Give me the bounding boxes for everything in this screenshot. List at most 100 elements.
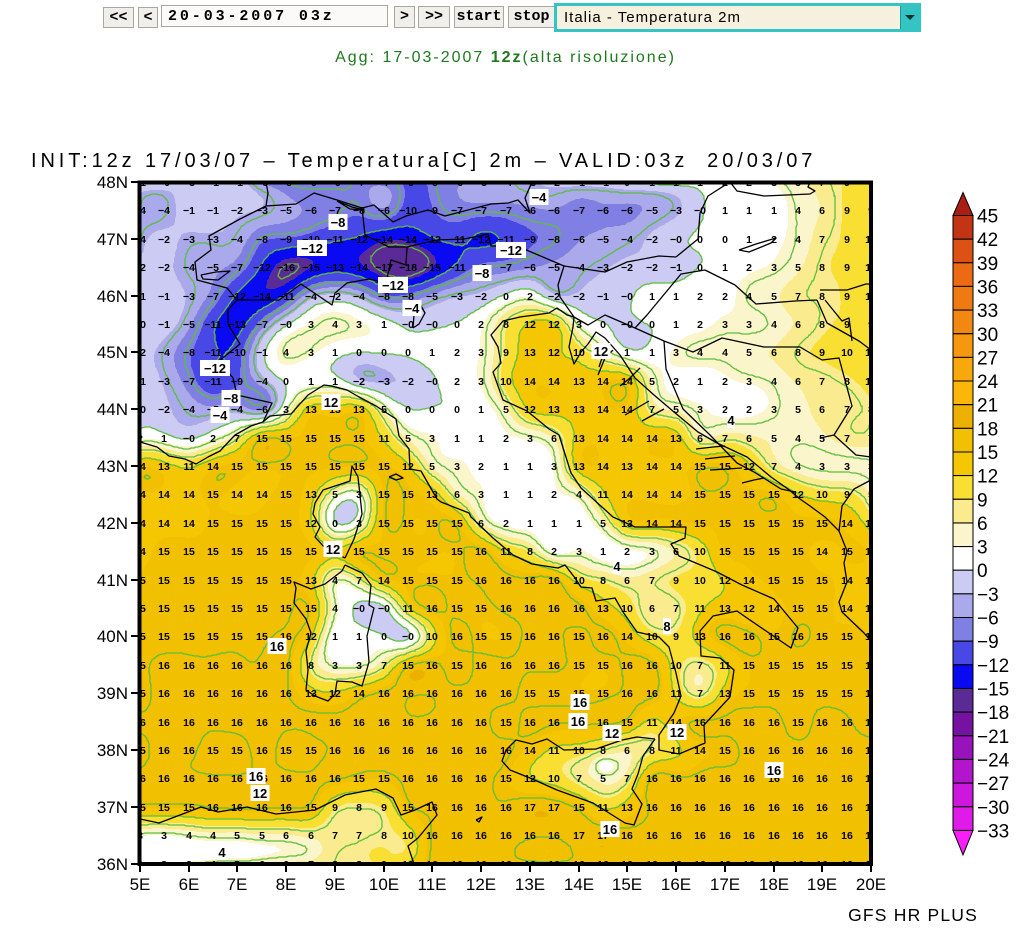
svg-text:15: 15 bbox=[451, 575, 463, 587]
svg-text:15: 15 bbox=[378, 489, 390, 501]
svg-text:2: 2 bbox=[551, 546, 557, 558]
svg-text:−0: −0 bbox=[183, 433, 195, 445]
svg-text:−1: −1 bbox=[134, 376, 146, 388]
svg-text:12: 12 bbox=[524, 773, 536, 785]
svg-text:14: 14 bbox=[621, 489, 633, 501]
svg-text:15: 15 bbox=[816, 518, 828, 530]
svg-text:13: 13 bbox=[621, 518, 633, 530]
svg-text:16: 16 bbox=[646, 859, 658, 871]
svg-text:−14: −14 bbox=[375, 234, 393, 246]
svg-text:15: 15 bbox=[694, 489, 706, 501]
svg-text:10: 10 bbox=[694, 575, 706, 587]
svg-text:16: 16 bbox=[207, 802, 219, 814]
svg-text:1: 1 bbox=[649, 347, 655, 359]
svg-text:1: 1 bbox=[673, 291, 679, 303]
svg-text:12: 12 bbox=[402, 461, 414, 473]
svg-text:16: 16 bbox=[524, 717, 536, 729]
svg-text:16: 16 bbox=[475, 546, 487, 558]
svg-text:−3: −3 bbox=[183, 177, 195, 189]
svg-text:5: 5 bbox=[332, 489, 338, 501]
svg-text:−4: −4 bbox=[183, 404, 195, 416]
svg-text:16: 16 bbox=[134, 717, 146, 729]
svg-text:16: 16 bbox=[500, 660, 512, 672]
svg-text:15: 15 bbox=[231, 603, 243, 615]
svg-text:−3: −3 bbox=[183, 291, 195, 303]
svg-text:16: 16 bbox=[426, 830, 438, 842]
svg-text:−4: −4 bbox=[158, 205, 170, 217]
svg-text:8: 8 bbox=[332, 859, 338, 871]
svg-text:16: 16 bbox=[573, 859, 585, 871]
svg-text:12: 12 bbox=[402, 859, 414, 871]
svg-text:−6: −6 bbox=[305, 205, 317, 217]
svg-text:16: 16 bbox=[280, 717, 292, 729]
svg-text:8: 8 bbox=[600, 575, 606, 587]
svg-text:−2: −2 bbox=[646, 262, 658, 274]
svg-text:15: 15 bbox=[402, 802, 414, 814]
svg-text:16: 16 bbox=[451, 830, 463, 842]
svg-text:13: 13 bbox=[524, 347, 536, 359]
svg-text:−12: −12 bbox=[500, 243, 522, 258]
svg-text:10: 10 bbox=[426, 631, 438, 643]
svg-text:9E: 9E bbox=[325, 875, 346, 894]
svg-text:16: 16 bbox=[597, 631, 609, 643]
svg-text:11: 11 bbox=[670, 688, 681, 700]
svg-text:15: 15 bbox=[792, 518, 804, 530]
svg-text:15: 15 bbox=[378, 546, 390, 558]
svg-text:14: 14 bbox=[597, 376, 609, 388]
svg-text:−8: −8 bbox=[475, 266, 490, 281]
svg-text:3: 3 bbox=[478, 489, 484, 501]
svg-text:16: 16 bbox=[231, 660, 243, 672]
svg-text:15: 15 bbox=[719, 745, 731, 757]
svg-text:16: 16 bbox=[548, 859, 560, 871]
svg-text:16: 16 bbox=[646, 660, 658, 672]
svg-text:11: 11 bbox=[597, 489, 608, 501]
svg-text:16: 16 bbox=[548, 830, 560, 842]
svg-text:−6: −6 bbox=[256, 177, 268, 189]
svg-text:15: 15 bbox=[475, 631, 487, 643]
svg-text:14: 14 bbox=[524, 745, 536, 757]
svg-text:9: 9 bbox=[844, 177, 850, 189]
svg-text:−4: −4 bbox=[134, 234, 146, 246]
svg-text:15: 15 bbox=[183, 631, 195, 643]
svg-text:16: 16 bbox=[231, 688, 243, 700]
svg-text:−3: −3 bbox=[256, 205, 268, 217]
svg-text:15: 15 bbox=[841, 546, 853, 558]
svg-text:16: 16 bbox=[571, 714, 585, 729]
svg-text:15: 15 bbox=[158, 802, 170, 814]
svg-text:−4: −4 bbox=[532, 190, 548, 205]
svg-text:16: 16 bbox=[719, 717, 731, 729]
svg-text:−1: −1 bbox=[158, 291, 170, 303]
svg-text:10: 10 bbox=[548, 773, 560, 785]
svg-text:3: 3 bbox=[308, 347, 314, 359]
svg-text:15: 15 bbox=[426, 546, 438, 558]
svg-text:15: 15 bbox=[841, 688, 853, 700]
svg-text:−11: −11 bbox=[204, 319, 221, 331]
svg-text:11: 11 bbox=[646, 717, 657, 729]
svg-text:7: 7 bbox=[356, 830, 362, 842]
svg-text:16: 16 bbox=[378, 688, 390, 700]
svg-text:14: 14 bbox=[816, 546, 828, 558]
svg-text:2: 2 bbox=[527, 291, 533, 303]
svg-text:12: 12 bbox=[670, 725, 684, 740]
svg-text:12E: 12E bbox=[466, 875, 496, 894]
svg-text:−4: −4 bbox=[183, 262, 195, 274]
svg-text:9: 9 bbox=[844, 234, 850, 246]
svg-text:15: 15 bbox=[451, 660, 463, 672]
svg-text:1: 1 bbox=[576, 518, 582, 530]
svg-text:16: 16 bbox=[270, 639, 284, 654]
svg-text:3: 3 bbox=[356, 518, 362, 530]
svg-text:−5: −5 bbox=[280, 205, 292, 217]
svg-text:13E: 13E bbox=[515, 875, 545, 894]
svg-text:−14: −14 bbox=[253, 291, 271, 303]
svg-text:10E: 10E bbox=[369, 875, 399, 894]
svg-text:16: 16 bbox=[426, 603, 438, 615]
svg-text:−4: −4 bbox=[500, 177, 512, 189]
svg-text:2: 2 bbox=[673, 376, 679, 388]
svg-text:15: 15 bbox=[256, 631, 268, 643]
svg-text:8: 8 bbox=[527, 546, 533, 558]
svg-text:2: 2 bbox=[503, 433, 509, 445]
svg-text:5: 5 bbox=[259, 830, 265, 842]
svg-text:15: 15 bbox=[816, 660, 828, 672]
svg-text:44N: 44N bbox=[97, 400, 128, 419]
svg-text:15: 15 bbox=[158, 575, 170, 587]
